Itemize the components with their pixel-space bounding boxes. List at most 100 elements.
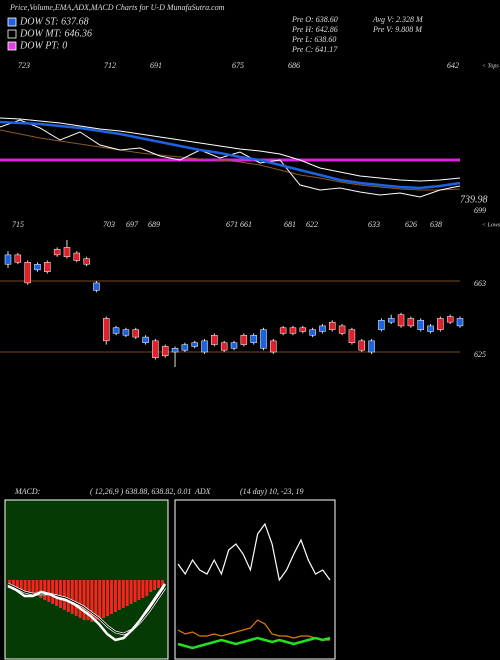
- low-label: 681: [284, 220, 296, 229]
- candle-body: [83, 258, 90, 265]
- histogram-bar: [47, 580, 51, 602]
- candle-body: [338, 325, 346, 334]
- histogram-bar: [78, 580, 82, 618]
- candle-body: [73, 252, 81, 261]
- candle-body: [63, 247, 71, 258]
- candle-body: [171, 348, 179, 353]
- candle-body: [368, 340, 375, 353]
- lows-label: < Lows: [482, 222, 500, 228]
- stat: Pre L: 638.60: [291, 35, 336, 44]
- candle-body: [309, 329, 316, 336]
- legend-swatch: [7, 29, 17, 39]
- candle-body: [14, 254, 22, 263]
- candle-body: [387, 318, 395, 323]
- candle-body: [348, 329, 356, 343]
- series-line: [7, 583, 166, 641]
- candle-body: [417, 320, 424, 330]
- histogram-bar: [133, 580, 137, 602]
- stat: Pre H: 642.86: [291, 25, 338, 34]
- stat: Pre O: 638.60: [291, 15, 338, 24]
- stat: Avg V: 2.328 M: [372, 15, 424, 24]
- candle-body: [270, 340, 277, 353]
- histogram-bar: [31, 580, 35, 594]
- candle-body: [161, 346, 169, 357]
- panel-frame: [174, 499, 336, 660]
- series-line: [177, 619, 330, 641]
- candle-body: [456, 318, 464, 327]
- series-line: [0, 117, 461, 182]
- candle-body: [260, 329, 267, 349]
- legend-swatch: [7, 41, 17, 51]
- candle-body: [103, 318, 110, 342]
- chart-title: Price,Volume,EMA,ADX,MACD Charts for U-D…: [9, 3, 225, 12]
- candle-body: [299, 327, 307, 332]
- stat: Pre V: 9.808 M: [372, 25, 423, 34]
- low-label: 671: [226, 220, 238, 229]
- candle-body: [4, 254, 12, 265]
- histogram-bar: [39, 580, 43, 598]
- histogram-bar: [15, 580, 19, 590]
- candle-body: [211, 334, 218, 345]
- stat: Pre C: 641.17: [291, 45, 338, 54]
- candle-body: [152, 340, 159, 358]
- candle-body: [378, 320, 385, 330]
- low-label: 715: [12, 220, 24, 229]
- histogram-bar: [55, 580, 59, 606]
- top-label: 642: [447, 61, 459, 70]
- candle-body: [122, 329, 130, 336]
- candle-body: [24, 262, 31, 284]
- histogram-bar: [157, 580, 161, 588]
- candle-body: [142, 336, 149, 343]
- panel-params: (14 day) 10, -23, 19: [240, 487, 304, 496]
- candle-body: [319, 325, 326, 332]
- histogram-bar: [35, 580, 39, 596]
- low-label: 697: [126, 220, 139, 229]
- candle-body: [181, 344, 189, 351]
- candle-body: [427, 325, 434, 332]
- panel-params: ( 12,26,9 ) 638.88, 638.82, 0.01: [90, 487, 191, 496]
- histogram-bar: [98, 580, 102, 620]
- series-line: [177, 522, 331, 582]
- candle-body: [289, 327, 297, 334]
- candle-body: [201, 340, 208, 353]
- candle-body: [93, 282, 100, 291]
- histogram-bar: [23, 580, 27, 592]
- panel-label: MACD:: [14, 487, 41, 496]
- histogram-bar: [129, 580, 133, 604]
- low-label: 703: [103, 220, 115, 229]
- low-label: 626: [405, 220, 417, 229]
- candle-body: [44, 262, 51, 272]
- candle-body: [132, 329, 139, 338]
- legend-label: DOW MT: 646.36: [19, 28, 92, 39]
- histogram-bar: [117, 580, 121, 610]
- histogram-bar: [90, 580, 94, 622]
- low-label: 622: [306, 220, 318, 229]
- legend-label: DOW PT: 0: [19, 40, 67, 51]
- top-label: 686: [288, 61, 300, 70]
- low-label: 638: [430, 220, 442, 229]
- candle-body: [329, 321, 336, 330]
- candle-body: [279, 327, 287, 334]
- histogram-bar: [145, 580, 149, 596]
- histogram-bar: [94, 580, 98, 622]
- candle-body: [446, 316, 454, 323]
- series-line: [0, 120, 461, 190]
- histogram-bar: [106, 580, 110, 616]
- candle-body: [397, 314, 405, 327]
- histogram-bar: [66, 580, 70, 612]
- histogram-bar: [125, 580, 129, 606]
- histogram-bar: [137, 580, 141, 600]
- top-label: 691: [150, 61, 162, 70]
- candle-body: [250, 334, 257, 343]
- histogram-bar: [51, 580, 55, 604]
- histogram-bar: [82, 580, 86, 620]
- histogram-bar: [149, 580, 153, 592]
- legend-swatch: [7, 17, 17, 27]
- histogram-bar: [86, 580, 90, 620]
- histogram-bar: [43, 580, 47, 600]
- candle-body: [112, 327, 120, 334]
- low-label: 689: [148, 220, 160, 229]
- histogram-bar: [59, 580, 62, 608]
- top-label: 675: [232, 61, 244, 70]
